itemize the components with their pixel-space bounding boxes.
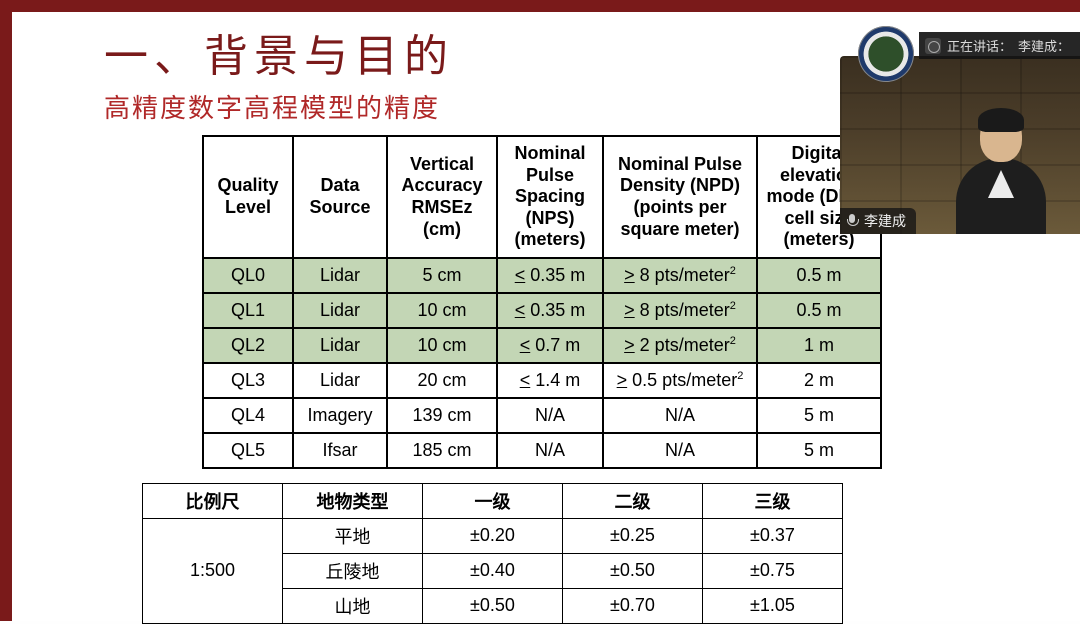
value-cell: ±0.50 [423,588,563,623]
table-cell: Imagery [293,398,387,433]
table-head: Quality Level Data Source Vertical Accur… [203,136,881,258]
table-row: QL5Ifsar185 cmN/AN/A5 m [203,433,881,468]
value-cell: ±0.50 [563,553,703,588]
table-cell: QL3 [203,363,293,398]
table-cell: 5 m [757,398,881,433]
table-body: QL0Lidar5 cm< 0.35 m> 8 pts/meter20.5 mQ… [203,258,881,468]
table-cell: 5 cm [387,258,497,293]
col-nps: Nominal Pulse Spacing (NPS) (meters) [497,136,603,258]
table-row: QL4Imagery139 cmN/AN/A5 m [203,398,881,433]
value-cell: ±0.70 [563,588,703,623]
table-cell: > 8 pts/meter2 [603,258,757,293]
table-cell: 2 m [757,363,881,398]
table-cell: Lidar [293,293,387,328]
col-level1: 一级 [423,483,563,518]
table-cell: 0.5 m [757,293,881,328]
table-row: 1:500平地±0.20±0.25±0.37 [143,518,843,553]
table-cell: N/A [603,398,757,433]
speaking-indicator: 正在讲话： 李建成： [919,32,1080,59]
table-cell: < 1.4 m [497,363,603,398]
scale-accuracy-table-wrapper: 比例尺 地物类型 一级 二级 三级 1:500平地±0.20±0.25±0.37… [142,483,1080,624]
terrain-cell: 平地 [283,518,423,553]
table-cell: > 0.5 pts/meter2 [603,363,757,398]
table-cell: 20 cm [387,363,497,398]
table-cell: > 2 pts/meter2 [603,328,757,363]
quality-level-table: Quality Level Data Source Vertical Accur… [202,135,882,469]
speaker-indicator-icon [925,38,941,54]
table-cell: QL4 [203,398,293,433]
table-cell: Lidar [293,328,387,363]
table-cell: N/A [603,433,757,468]
table-cell: > 8 pts/meter2 [603,293,757,328]
col-npd: Nominal Pulse Density (NPD) (points per … [603,136,757,258]
value-cell: ±0.20 [423,518,563,553]
col-data-source: Data Source [293,136,387,258]
table-cell: < 0.7 m [497,328,603,363]
university-seal-icon [858,26,914,82]
table-cell: < 0.35 m [497,258,603,293]
webcam-name-tag: 李建成 [840,228,1080,234]
value-cell: ±0.25 [563,518,703,553]
value-cell: ±0.37 [703,518,843,553]
table-cell: QL1 [203,293,293,328]
table-cell: 139 cm [387,398,497,433]
presenter-name: 李建成 [864,211,906,231]
table-cell: QL0 [203,258,293,293]
table2-body: 1:500平地±0.20±0.25±0.37丘陵地±0.40±0.50±0.75… [143,518,843,623]
table-cell: QL5 [203,433,293,468]
presenter-avatar-icon [956,104,1046,234]
col-scale: 比例尺 [143,483,283,518]
table-cell: N/A [497,433,603,468]
table-cell: 10 cm [387,293,497,328]
microphone-icon[interactable] [846,214,858,228]
table-row: QL3Lidar20 cm< 1.4 m> 0.5 pts/meter22 m [203,363,881,398]
col-vert-accuracy: Vertical Accuracy RMSEz (cm) [387,136,497,258]
value-cell: ±0.40 [423,553,563,588]
table-cell: 185 cm [387,433,497,468]
terrain-cell: 山地 [283,588,423,623]
terrain-cell: 丘陵地 [283,553,423,588]
table-cell: 10 cm [387,328,497,363]
col-terrain: 地物类型 [283,483,423,518]
table-cell: 0.5 m [757,258,881,293]
col-level3: 三级 [703,483,843,518]
col-quality-level: Quality Level [203,136,293,258]
presentation-slide: 一、背景与目的 高精度数字高程模型的精度 Quality Level Data … [0,0,1080,621]
speaking-name: 李建成： [1018,36,1070,55]
speaking-prefix: 正在讲话： [947,36,1012,55]
table-cell: 1 m [757,328,881,363]
table-row: QL0Lidar5 cm< 0.35 m> 8 pts/meter20.5 m [203,258,881,293]
scale-cell: 1:500 [143,518,283,623]
value-cell: ±1.05 [703,588,843,623]
table-cell: < 0.35 m [497,293,603,328]
table-row: QL2Lidar10 cm< 0.7 m> 2 pts/meter21 m [203,328,881,363]
webcam-thumbnail[interactable]: 李建成 [840,56,1080,234]
value-cell: ±0.75 [703,553,843,588]
table-cell: Ifsar [293,433,387,468]
col-level2: 二级 [563,483,703,518]
scale-accuracy-table: 比例尺 地物类型 一级 二级 三级 1:500平地±0.20±0.25±0.37… [142,483,843,624]
table-cell: N/A [497,398,603,433]
table-cell: QL2 [203,328,293,363]
table-cell: Lidar [293,258,387,293]
table-cell: 5 m [757,433,881,468]
table-row: QL1Lidar10 cm< 0.35 m> 8 pts/meter20.5 m [203,293,881,328]
table-cell: Lidar [293,363,387,398]
